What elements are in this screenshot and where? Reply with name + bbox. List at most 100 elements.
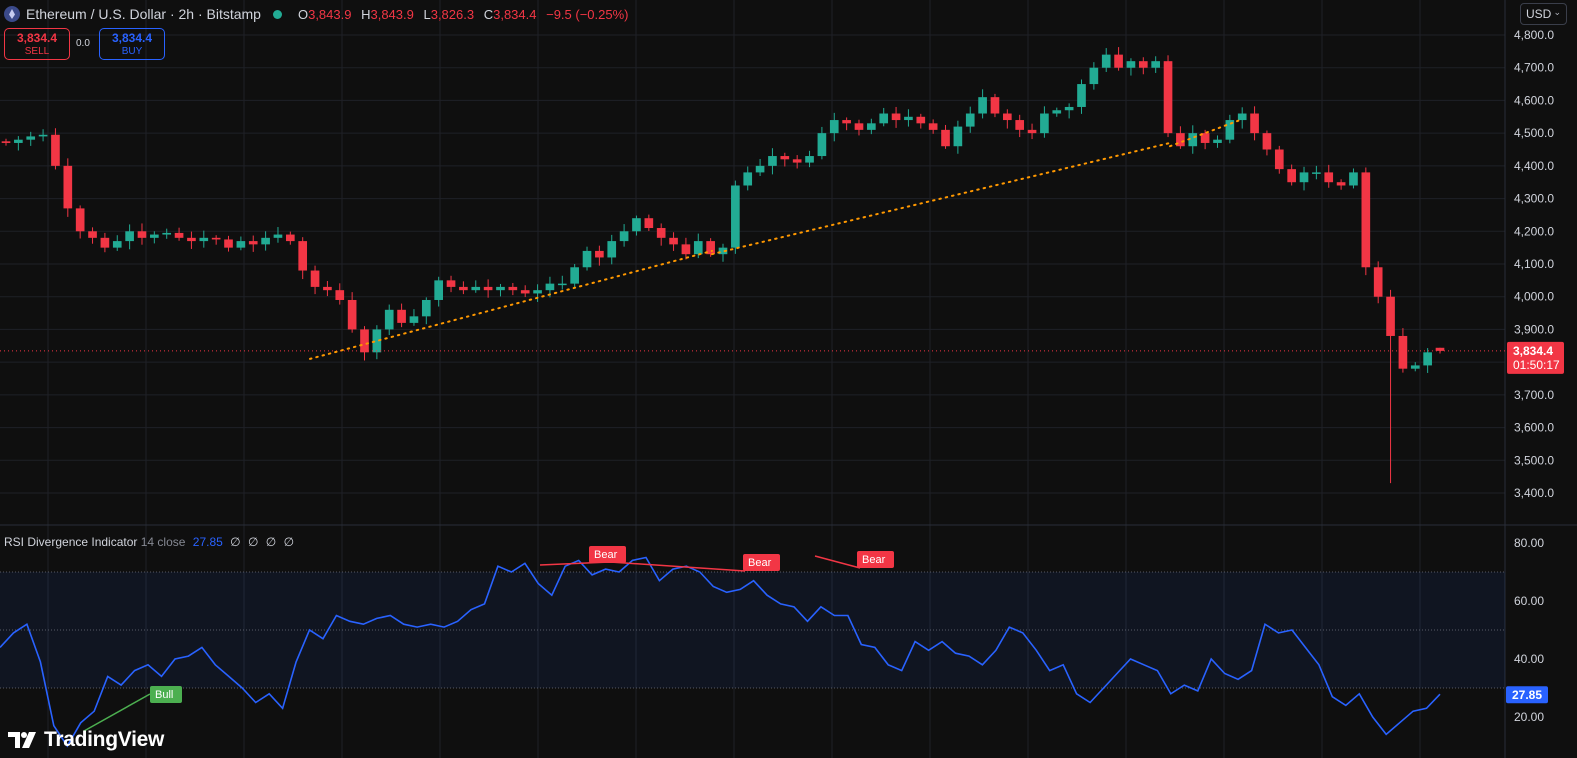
price-tick-label: 3,900.0 <box>1514 322 1554 336</box>
buy-button[interactable]: 3,834.4 BUY <box>99 28 165 60</box>
open-key: O <box>297 6 309 22</box>
price-tick-label: 4,500.0 <box>1514 126 1554 140</box>
rsi-title: RSI Divergence Indicator <box>4 535 138 549</box>
sell-price: 3,834.4 <box>16 31 58 45</box>
candle-body <box>261 237 270 245</box>
candle-body <box>792 159 802 163</box>
buy-label: BUY <box>121 46 143 57</box>
candle-body <box>1138 61 1148 68</box>
bear-signal-label-box <box>857 551 894 568</box>
market-open-status-icon <box>272 9 282 19</box>
candle-body <box>965 113 975 127</box>
candle-body <box>1176 133 1185 147</box>
bear-signal-label: Bear <box>748 557 772 569</box>
sell-button[interactable]: 3,834.4 SELL <box>4 28 70 60</box>
candle-body <box>1052 110 1062 114</box>
bull-signal-label: Bull <box>155 689 173 701</box>
candle-body <box>384 309 394 330</box>
currency-label: USD <box>1526 7 1552 21</box>
buy-price: 3,834.4 <box>111 31 153 45</box>
candle-body <box>1274 149 1284 170</box>
price-tick-label: 4,700.0 <box>1514 61 1554 75</box>
price-tick-label: 4,400.0 <box>1514 159 1554 173</box>
rsi-line[interactable] <box>0 556 1441 748</box>
price-tick-label: 4,000.0 <box>1514 290 1554 304</box>
candle-body <box>1027 129 1037 134</box>
candle-body <box>656 228 666 238</box>
candle-body <box>706 241 715 255</box>
candle-body <box>693 241 703 255</box>
candle-body <box>38 134 48 137</box>
candle-body <box>755 165 765 173</box>
candle-body <box>595 250 604 258</box>
last-price-label: 3,834.4 <box>1513 344 1553 358</box>
candle-body <box>483 286 493 291</box>
candle-body <box>1423 352 1432 366</box>
candle-body <box>817 133 827 157</box>
candle-body <box>1349 172 1358 186</box>
trend-line <box>1169 119 1241 148</box>
rsi-extra-4: ∅ <box>283 535 295 549</box>
symbol-title[interactable]: Ethereum / U.S. Dollar · 2h · Bitstamp <box>26 6 261 22</box>
candle-body <box>520 290 530 294</box>
open-value: 3,843.9 <box>308 6 352 22</box>
price-tick-label: 4,300.0 <box>1514 192 1554 206</box>
bear-signal-label: Bear <box>594 549 618 561</box>
candle-body <box>1188 133 1198 147</box>
price-tick-label: 3,400.0 <box>1514 486 1554 500</box>
spread-value: 0.0 <box>76 38 90 49</box>
candle-body <box>14 139 23 143</box>
rsi-args: 14 close <box>140 535 186 549</box>
candle-body <box>1114 54 1123 68</box>
low-value: 3,826.3 <box>430 6 475 22</box>
rsi-extra-3: ∅ <box>265 535 277 549</box>
ohlc-values: O3,843.9 H3,843.9 L3,826.3 C3,834.4 −9.5… <box>292 7 629 22</box>
candle-body <box>1213 139 1222 143</box>
bar-countdown-label: 01:50:17 <box>1513 358 1560 372</box>
candle-body <box>607 241 617 258</box>
candle-body <box>496 286 505 291</box>
symbol-header: Ethereum / U.S. Dollar · 2h · Bitstamp O… <box>4 4 629 24</box>
candle-body <box>978 97 987 114</box>
candle-body <box>1237 113 1247 121</box>
rsi-value-tag-label: 27.85 <box>1512 688 1542 702</box>
candle-body <box>397 309 406 323</box>
price-tick-label: 4,100.0 <box>1514 257 1554 271</box>
rsi-extra-2: ∅ <box>247 535 259 549</box>
close-value: 3,834.4 <box>493 6 537 22</box>
price-tick-label: 4,200.0 <box>1514 224 1554 238</box>
tradingview-logo[interactable]: TradingView <box>8 728 164 752</box>
candle-body <box>1287 169 1296 183</box>
low-key: L <box>423 6 431 22</box>
rsi-tick-label: 60.00 <box>1514 594 1544 608</box>
trend-line <box>309 249 713 360</box>
rsi-extra-1: ∅ <box>230 535 241 549</box>
price-tick-label: 4,800.0 <box>1514 28 1554 42</box>
candle-body <box>990 97 1000 114</box>
candle-body <box>533 290 542 294</box>
price-tick-label: 3,600.0 <box>1514 421 1554 435</box>
candle-body <box>1040 113 1049 134</box>
bear-signal-label-box <box>589 546 626 563</box>
sell-label: SELL <box>24 46 50 57</box>
candle-body <box>236 241 246 248</box>
candle-body <box>1089 67 1099 85</box>
candle-body <box>891 113 901 121</box>
candle-body <box>1225 120 1235 140</box>
rsi-value-tag <box>1506 686 1548 704</box>
candle-body <box>211 237 221 240</box>
candle-body <box>26 136 36 140</box>
ethereum-logo-icon <box>4 6 20 22</box>
candle-body <box>1336 182 1346 186</box>
price-change: −9.5 (−0.25%) <box>546 6 629 22</box>
candle-body <box>1163 61 1173 134</box>
candle-body <box>854 123 864 130</box>
rsi-legend[interactable]: RSI Divergence Indicator 14 close 27.85 … <box>4 535 294 549</box>
candle-body <box>805 156 814 163</box>
currency-selector[interactable]: USD ⌄ <box>1520 3 1567 25</box>
candle-body <box>310 270 320 287</box>
candle-body <box>187 237 196 242</box>
candle-body <box>298 241 308 271</box>
candle-body <box>1151 61 1160 68</box>
